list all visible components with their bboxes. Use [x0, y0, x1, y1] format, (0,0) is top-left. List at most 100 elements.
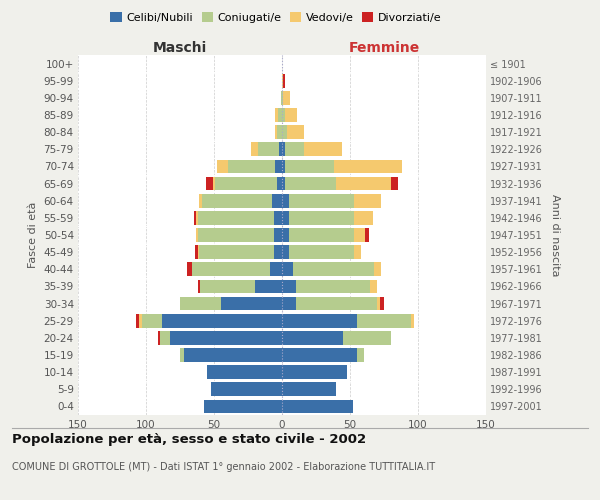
Bar [296, 296, 377, 310]
Bar [163, 314, 282, 328]
Bar [217, 160, 227, 173]
Bar [170, 331, 282, 344]
Bar [289, 228, 354, 242]
Bar [354, 246, 361, 259]
Bar [139, 314, 142, 328]
Bar [282, 176, 285, 190]
Bar [343, 331, 391, 344]
Bar [282, 314, 357, 328]
Bar [197, 228, 274, 242]
Bar [282, 91, 283, 104]
Bar [282, 331, 343, 344]
Text: Maschi: Maschi [153, 41, 207, 55]
Bar [212, 176, 215, 190]
Bar [215, 176, 277, 190]
Bar [285, 176, 337, 190]
Bar [184, 348, 282, 362]
Bar [195, 246, 197, 259]
Bar [365, 228, 369, 242]
Bar [136, 314, 139, 328]
Bar [282, 280, 296, 293]
Bar [282, 142, 285, 156]
Bar [282, 246, 289, 259]
Bar [285, 108, 297, 122]
Bar [275, 108, 278, 122]
Bar [282, 126, 287, 139]
Bar [391, 176, 398, 190]
Legend: Celibi/Nubili, Coniugati/e, Vedovi/e, Divorziati/e: Celibi/Nubili, Coniugati/e, Vedovi/e, Di… [106, 8, 446, 28]
Bar [293, 262, 374, 276]
Bar [334, 160, 401, 173]
Bar [274, 246, 282, 259]
Bar [221, 296, 282, 310]
Bar [337, 176, 391, 190]
Bar [285, 160, 334, 173]
Bar [275, 160, 282, 173]
Bar [354, 194, 381, 207]
Bar [354, 211, 373, 224]
Bar [197, 246, 199, 259]
Bar [142, 314, 163, 328]
Bar [257, 142, 279, 156]
Bar [196, 211, 197, 224]
Bar [304, 142, 342, 156]
Bar [289, 211, 354, 224]
Bar [251, 142, 257, 156]
Bar [194, 211, 196, 224]
Bar [274, 211, 282, 224]
Bar [277, 176, 282, 190]
Bar [279, 142, 282, 156]
Bar [285, 142, 304, 156]
Bar [278, 108, 282, 122]
Bar [370, 280, 377, 293]
Bar [282, 400, 353, 413]
Bar [411, 314, 414, 328]
Bar [206, 176, 212, 190]
Bar [282, 382, 337, 396]
Bar [160, 331, 170, 344]
Bar [283, 74, 285, 88]
Bar [199, 194, 202, 207]
Bar [282, 262, 293, 276]
Bar [289, 194, 354, 207]
Bar [283, 91, 290, 104]
Bar [282, 74, 283, 88]
Bar [287, 126, 304, 139]
Bar [158, 331, 160, 344]
Bar [274, 228, 282, 242]
Bar [187, 262, 192, 276]
Bar [196, 228, 197, 242]
Bar [200, 280, 255, 293]
Bar [197, 211, 274, 224]
Bar [282, 366, 347, 379]
Bar [275, 126, 277, 139]
Bar [192, 262, 270, 276]
Bar [354, 228, 365, 242]
Text: COMUNE DI GROTTOLE (MT) - Dati ISTAT 1° gennaio 2002 - Elaborazione TUTTITALIA.I: COMUNE DI GROTTOLE (MT) - Dati ISTAT 1° … [12, 462, 435, 472]
Y-axis label: Anni di nascita: Anni di nascita [550, 194, 560, 276]
Bar [180, 348, 184, 362]
Bar [282, 228, 289, 242]
Bar [272, 194, 282, 207]
Text: Popolazione per età, sesso e stato civile - 2002: Popolazione per età, sesso e stato civil… [12, 432, 366, 446]
Y-axis label: Fasce di età: Fasce di età [28, 202, 38, 268]
Bar [277, 126, 282, 139]
Bar [357, 314, 411, 328]
Bar [289, 246, 354, 259]
Bar [197, 280, 200, 293]
Bar [270, 262, 282, 276]
Bar [205, 400, 282, 413]
Bar [202, 194, 272, 207]
Bar [281, 91, 282, 104]
Bar [199, 246, 274, 259]
Bar [227, 160, 275, 173]
Bar [357, 348, 364, 362]
Bar [207, 366, 282, 379]
Bar [255, 280, 282, 293]
Bar [282, 296, 296, 310]
Bar [374, 262, 381, 276]
Text: Femmine: Femmine [349, 41, 419, 55]
Bar [282, 108, 285, 122]
Bar [380, 296, 384, 310]
Bar [211, 382, 282, 396]
